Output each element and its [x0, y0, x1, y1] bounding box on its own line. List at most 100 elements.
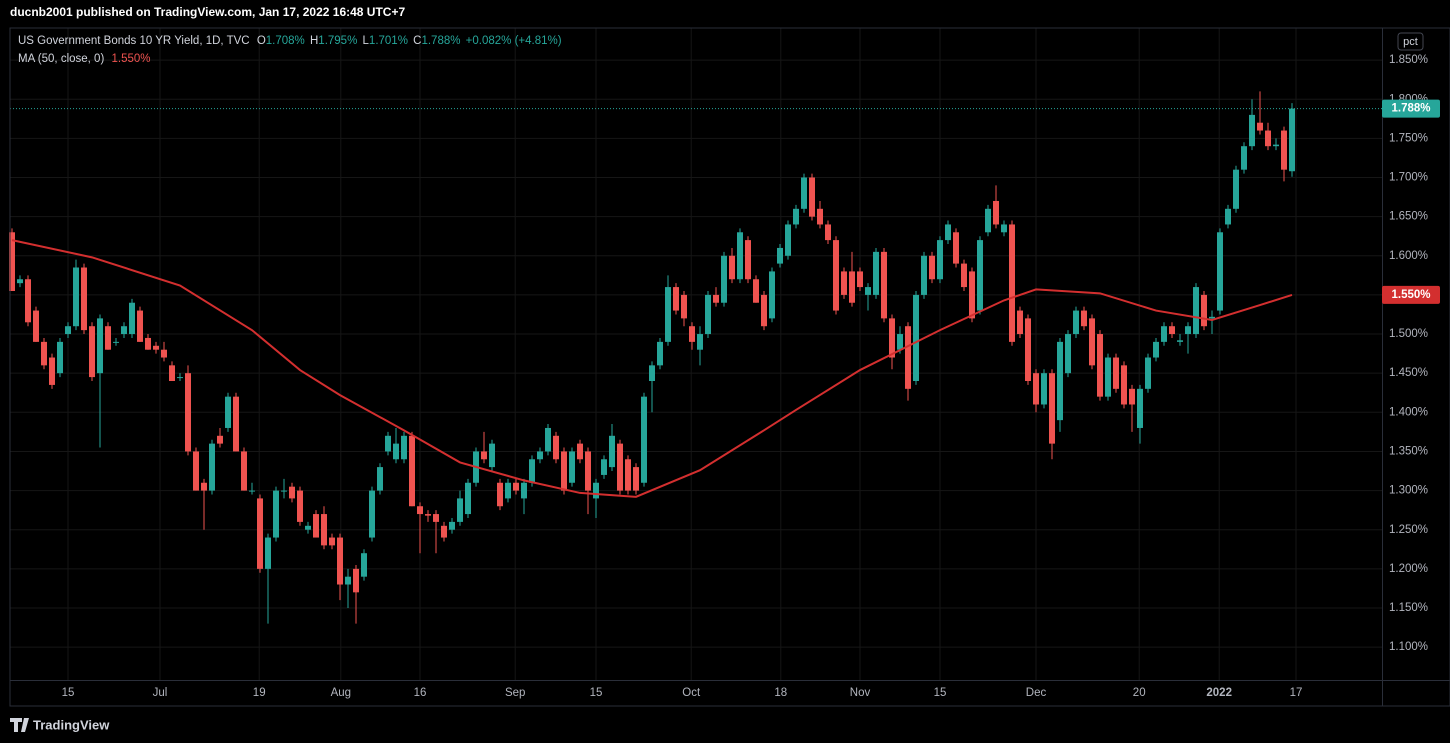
- candle-body: [593, 482, 599, 499]
- x-tick-label: 15: [590, 687, 603, 699]
- candle-body: [1217, 232, 1223, 311]
- candle-body: [1121, 365, 1127, 405]
- logo-icon: [10, 718, 29, 732]
- candle-body: [1081, 310, 1087, 327]
- candle-body: [49, 357, 55, 385]
- candle-body: [1193, 287, 1199, 335]
- candle-body: [129, 302, 135, 335]
- y-tick-label: 1.100%: [1389, 641, 1428, 653]
- legend-title: US Government Bonds 10 YR Yield, 1D, TVC: [18, 35, 250, 47]
- y-tick-label: 1.600%: [1389, 250, 1428, 262]
- indicator-value: 1.550%: [112, 53, 151, 65]
- indicator-tag-label: 1.550%: [1391, 289, 1430, 301]
- candle-body: [177, 377, 183, 379]
- candle-body: [545, 427, 551, 452]
- candle-body: [329, 537, 335, 546]
- candle-body: [1041, 373, 1047, 405]
- candle-body: [849, 271, 855, 303]
- candle-body: [81, 267, 87, 331]
- x-tick-label: Jul: [153, 687, 168, 699]
- candle-body: [385, 435, 391, 452]
- candle-body: [209, 443, 215, 491]
- candle-body: [337, 537, 343, 585]
- candle-body: [1145, 357, 1151, 389]
- candle-body: [1233, 169, 1239, 209]
- x-tick-label: Dec: [1026, 687, 1047, 699]
- candle-body: [985, 208, 991, 233]
- candle-body: [89, 326, 95, 378]
- candle-body: [865, 287, 871, 295]
- candle-body: [249, 490, 255, 492]
- price-scale: [1382, 28, 1450, 706]
- candle-body: [17, 279, 23, 284]
- candle-body: [585, 451, 591, 491]
- y-tick-label: 1.150%: [1389, 602, 1428, 614]
- legend-o-value: 1.708%: [266, 35, 305, 47]
- candle-body: [1065, 334, 1071, 374]
- candle-body: [193, 451, 199, 491]
- scale-mode-label[interactable]: pct: [1403, 36, 1418, 48]
- candle-body: [793, 208, 799, 225]
- candle-body: [441, 525, 447, 538]
- candle-body: [401, 435, 407, 460]
- candle-body: [1265, 130, 1271, 147]
- candle-body: [705, 294, 711, 335]
- candle-body: [521, 482, 527, 499]
- y-tick-label: 1.450%: [1389, 367, 1428, 379]
- candle-body: [601, 459, 607, 475]
- candle-body: [417, 506, 423, 515]
- candle-body: [481, 451, 487, 460]
- scale-mode-button[interactable]: [1397, 32, 1424, 51]
- candle-body: [681, 294, 687, 319]
- candle-body: [641, 396, 647, 483]
- candle-body: [425, 514, 431, 516]
- candle-body: [569, 451, 575, 483]
- candle-body: [105, 326, 111, 350]
- candle-body: [769, 271, 775, 319]
- candle-body: [889, 318, 895, 358]
- candle-body: [625, 459, 631, 491]
- candle-body: [561, 451, 567, 491]
- legend-c-value: 1.788%: [421, 35, 460, 47]
- y-tick-label: 1.350%: [1389, 445, 1428, 457]
- candle-body: [761, 294, 767, 327]
- candle-body: [745, 240, 751, 280]
- candle-body: [457, 498, 463, 522]
- candle-body: [449, 521, 455, 530]
- legend-change: +0.082% (+4.81%): [466, 35, 562, 47]
- plot-area: [9, 91, 1382, 624]
- candle-body: [609, 435, 615, 468]
- candle-body: [905, 326, 911, 389]
- candle-body: [489, 443, 495, 468]
- candle-body: [1009, 224, 1015, 342]
- candle-body: [1153, 341, 1159, 358]
- candle-body: [873, 251, 879, 295]
- candle-body: [945, 224, 951, 241]
- candle-body: [393, 443, 399, 460]
- candle-body: [1249, 114, 1255, 147]
- candle-body: [1161, 326, 1167, 342]
- candle-body: [225, 396, 231, 428]
- candle-body: [1105, 357, 1111, 397]
- candle-body: [57, 341, 63, 374]
- candle-body: [689, 326, 695, 342]
- candle-body: [465, 482, 471, 515]
- pane-border: [9, 27, 1450, 707]
- candle-body: [313, 514, 319, 538]
- y-tick-label: 1.650%: [1389, 211, 1428, 223]
- candle-body: [289, 486, 295, 499]
- x-tick-label: Oct: [682, 687, 701, 699]
- x-tick-label: 2022: [1206, 687, 1232, 699]
- candle-body: [1289, 108, 1295, 172]
- legend-o-label: O: [257, 35, 266, 47]
- candle-body: [73, 267, 79, 327]
- y-tick-label: 1.850%: [1389, 54, 1428, 66]
- candle-body: [25, 279, 31, 323]
- candle-body: [841, 271, 847, 295]
- candle-body: [529, 459, 535, 483]
- legend-l-label: L: [363, 35, 370, 47]
- candle-body: [153, 345, 159, 350]
- candle-body: [1281, 130, 1287, 170]
- candle-body: [777, 247, 783, 264]
- candle-body: [281, 490, 287, 492]
